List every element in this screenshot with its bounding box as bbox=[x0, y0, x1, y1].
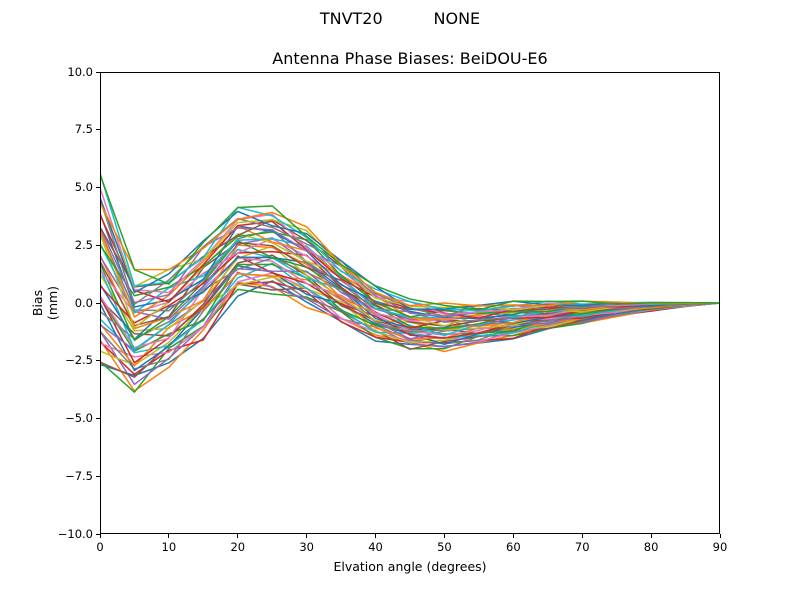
x-tick-mark bbox=[512, 534, 514, 538]
y-tick-mark bbox=[96, 533, 100, 535]
y-tick-label: −5.0 bbox=[65, 411, 93, 425]
series-line bbox=[100, 257, 720, 349]
figure-suptitle: TNVT20 NONE bbox=[319, 9, 481, 28]
x-tick-label: 30 bbox=[299, 540, 314, 554]
y-tick-label: 7.5 bbox=[74, 122, 93, 137]
x-tick-mark bbox=[237, 534, 239, 538]
x-tick-label: 80 bbox=[643, 540, 659, 554]
x-tick-label: 70 bbox=[574, 540, 590, 554]
x-tick-mark bbox=[375, 534, 377, 538]
line-series-canvas bbox=[100, 72, 720, 534]
y-tick-label: 10.0 bbox=[67, 64, 93, 79]
x-axis-label: Elvation angle (degrees) bbox=[333, 559, 487, 574]
x-tick-label: 50 bbox=[437, 540, 452, 554]
y-tick-mark bbox=[96, 244, 100, 246]
y-tick-label: −10.0 bbox=[57, 526, 93, 541]
y-tick-mark bbox=[96, 475, 100, 477]
y-tick-label: 0.0 bbox=[74, 295, 93, 310]
y-tick-label: −2.5 bbox=[65, 353, 93, 368]
series-line bbox=[100, 174, 720, 311]
x-tick-mark bbox=[306, 534, 308, 538]
x-tick-label: 60 bbox=[506, 540, 521, 554]
series-line bbox=[100, 272, 720, 370]
y-tick-label: 2.5 bbox=[74, 237, 93, 252]
y-tick-mark bbox=[96, 129, 100, 131]
y-tick-mark bbox=[96, 360, 100, 362]
axes-frame bbox=[100, 72, 720, 534]
y-tick-mark bbox=[96, 71, 100, 73]
series-line bbox=[100, 272, 720, 358]
y-tick-mark bbox=[96, 418, 100, 419]
axes-title: Antenna Phase Biases: BeiDOU-E6 bbox=[272, 49, 548, 68]
x-tick-mark bbox=[581, 534, 583, 538]
x-tick-mark bbox=[99, 534, 101, 538]
plot-area bbox=[100, 72, 720, 534]
x-tick-mark bbox=[168, 534, 170, 538]
x-tick-label: 40 bbox=[368, 540, 383, 554]
y-tick-label: −7.5 bbox=[65, 468, 93, 483]
x-tick-label: 10 bbox=[161, 540, 177, 554]
y-tick-label: 5.0 bbox=[74, 180, 93, 194]
x-tick-mark bbox=[443, 534, 445, 538]
y-tick-mark bbox=[96, 302, 100, 304]
x-tick-label: 90 bbox=[712, 540, 728, 554]
y-tick-mark bbox=[96, 187, 100, 188]
x-tick-mark bbox=[650, 534, 652, 538]
x-tick-label: 0 bbox=[96, 540, 104, 554]
x-tick-mark bbox=[719, 534, 721, 538]
y-axis-label: Bias (mm) bbox=[30, 285, 60, 321]
x-tick-label: 20 bbox=[230, 540, 246, 554]
series-line bbox=[100, 202, 720, 307]
